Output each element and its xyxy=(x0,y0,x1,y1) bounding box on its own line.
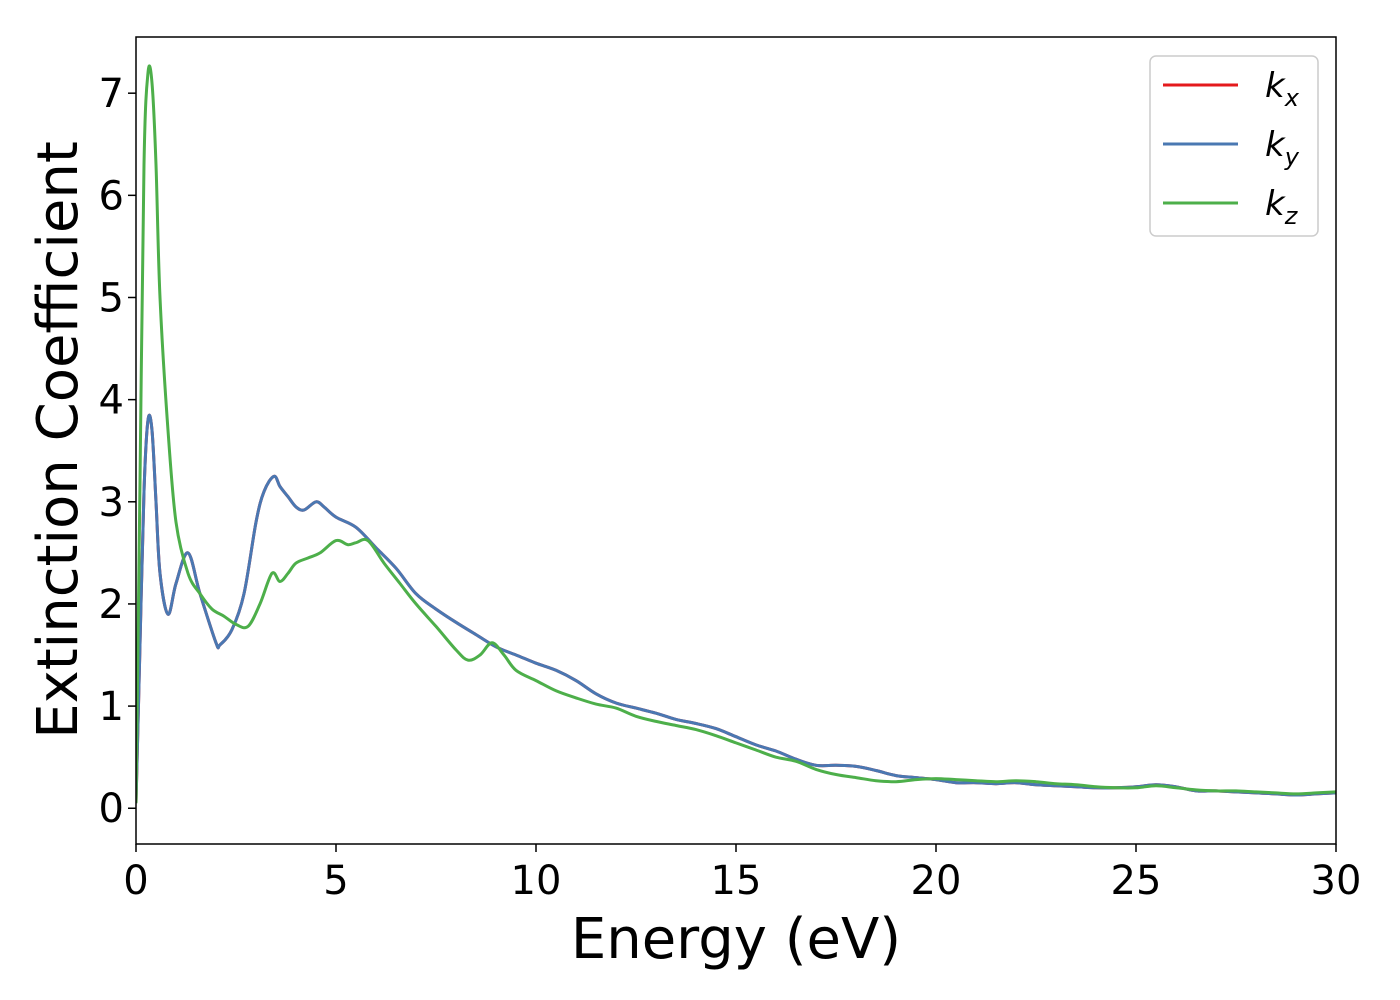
legend-label-subscript: x xyxy=(1284,84,1300,112)
x-tick-label: 0 xyxy=(123,858,148,904)
y-tick-label: 3 xyxy=(99,480,124,526)
x-tick-label: 10 xyxy=(511,858,562,904)
y-tick-label: 0 xyxy=(99,786,124,832)
legend-box xyxy=(1149,55,1319,237)
legend-label-subscript: z xyxy=(1284,202,1299,230)
series-line-ky xyxy=(136,413,1336,804)
series-line-kz xyxy=(136,64,1336,804)
series-layer xyxy=(136,64,1336,804)
legend-label-kx: kx xyxy=(1265,66,1300,112)
x-tick-label: 15 xyxy=(711,858,762,904)
x-axis-ticks: 0 5 10 15 20 25 30 xyxy=(123,844,1361,904)
legend-label-subscript: y xyxy=(1284,143,1300,171)
legend-label-kz: kz xyxy=(1265,184,1299,230)
y-tick-label: 5 xyxy=(99,275,124,321)
legend-label-main: k xyxy=(1265,184,1286,224)
y-axis-label: Extinction Coefficient xyxy=(26,141,91,739)
x-tick-label: 5 xyxy=(323,858,348,904)
y-tick-label: 4 xyxy=(99,378,124,424)
y-tick-label: 1 xyxy=(99,684,124,730)
y-tick-label: 6 xyxy=(99,173,124,219)
y-tick-label: 7 xyxy=(99,71,124,117)
x-tick-label: 25 xyxy=(1111,858,1162,904)
legend-label-main: k xyxy=(1265,66,1286,106)
x-axis-label: Energy (eV) xyxy=(571,907,901,972)
y-axis-ticks: 0 1 2 3 4 5 6 7 xyxy=(99,71,136,832)
y-tick-label: 2 xyxy=(99,582,124,628)
legend-label-main: k xyxy=(1265,125,1286,165)
x-tick-label: 30 xyxy=(1311,858,1362,904)
x-tick-label: 20 xyxy=(911,858,962,904)
legend-label-ky: ky xyxy=(1265,125,1300,171)
